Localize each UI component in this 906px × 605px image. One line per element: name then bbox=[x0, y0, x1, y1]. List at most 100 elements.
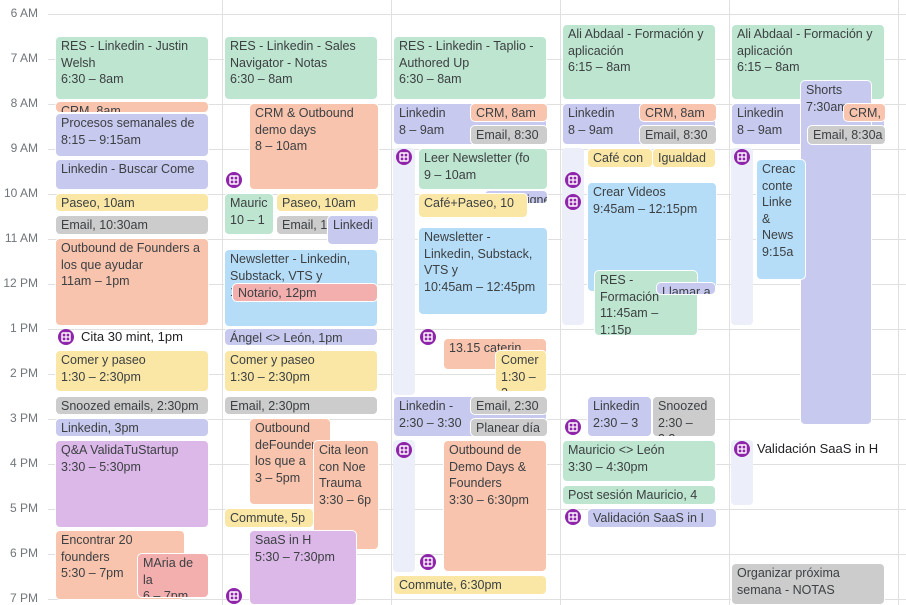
event[interactable]: Igualdad bbox=[652, 148, 716, 168]
event-title: Planear día bbox=[476, 421, 540, 435]
sep: , bbox=[683, 488, 691, 502]
event[interactable]: Q&A ValidaTuStartup 3:30 – 5:30pm bbox=[55, 440, 209, 528]
event-time: 2:30 – 3:30 bbox=[399, 415, 462, 430]
event[interactable]: RES - Linkedin - Sales Navigator - Notas… bbox=[224, 36, 378, 100]
event-time: 3:30 – 4:30pm bbox=[568, 459, 648, 474]
event[interactable]: Newsletter - Linkedin, Substack, VTS y 10… bbox=[418, 227, 548, 315]
icon bbox=[226, 172, 242, 188]
event[interactable]: Outbound de Founders a los que ayudar 11a… bbox=[55, 238, 209, 326]
event[interactable]: Planear día bbox=[470, 418, 548, 437]
event-title: Email bbox=[645, 128, 677, 142]
event[interactable]: Leer Newsletter (fo 9 – 10am bbox=[418, 148, 548, 190]
event[interactable]: Validación SaaS in I bbox=[587, 508, 717, 528]
task[interactable]: Cita 30 mint, 1pm bbox=[55, 328, 215, 346]
task[interactable]: Validación SaaS in H bbox=[731, 440, 891, 458]
task-title: Cita 30 mint bbox=[81, 329, 151, 344]
event[interactable]: Creac conte Linke & News 9:15a bbox=[756, 159, 806, 280]
event[interactable]: Llamar a bbox=[656, 282, 716, 295]
event-time: 10 bbox=[500, 196, 515, 210]
sep: , bbox=[311, 331, 319, 345]
event[interactable]: CRM & Outbound demo days 8 – 10am bbox=[249, 103, 379, 190]
event[interactable]: Linkedin - Buscar Come bbox=[55, 159, 209, 190]
event[interactable]: Ali Abdaal - Formación y aplicación 6:15 … bbox=[562, 24, 716, 100]
event[interactable]: CRM, 8am bbox=[470, 103, 548, 122]
time-label: 10 AM bbox=[3, 186, 38, 200]
event-time: 9:15a bbox=[762, 244, 794, 259]
icon bbox=[565, 172, 581, 188]
event-title: Creac conte Linke & News bbox=[762, 162, 796, 242]
event-title: Ángel <> León bbox=[230, 331, 312, 345]
event-title: Email bbox=[476, 128, 508, 142]
event[interactable]: Paseo, 10am bbox=[276, 193, 379, 212]
event-time: 1:30 – 2:30pm bbox=[61, 369, 141, 384]
sep: , bbox=[92, 218, 100, 232]
event[interactable]: Email, 8:30a bbox=[807, 125, 886, 145]
event[interactable]: Mauric 10 – 1 bbox=[224, 193, 274, 235]
event[interactable]: Mauricio <> León 3:30 – 4:30pm bbox=[562, 440, 716, 482]
event[interactable]: Email, 1 bbox=[276, 215, 336, 235]
sep: , bbox=[453, 578, 461, 592]
task-icon bbox=[420, 554, 436, 570]
event[interactable]: Email, 2:30pm bbox=[224, 396, 378, 415]
event[interactable]: Notario, 12pm bbox=[232, 283, 378, 302]
event[interactable]: Comer y paseo 1:30 – 2:30pm bbox=[55, 350, 209, 392]
task-bar bbox=[393, 440, 415, 572]
event-title: Outbound de Demo Days & Founders bbox=[449, 443, 527, 490]
event[interactable]: Email, 8:30 bbox=[639, 125, 717, 145]
event[interactable]: Comer 1:30 – 2 bbox=[495, 350, 547, 392]
event-title: Encontrar 20 founders bbox=[61, 533, 133, 564]
event[interactable]: Snoozed emails, 2:30pm bbox=[55, 396, 209, 415]
task-icon bbox=[734, 441, 750, 457]
event[interactable]: SaaS in H 5:30 – 7:30pm bbox=[249, 530, 357, 605]
event[interactable]: RES - Formación 11:45am – 1:15p bbox=[594, 270, 698, 336]
event[interactable]: Snoozed 2:30 – 3:3 bbox=[652, 396, 716, 437]
task-bar bbox=[731, 148, 753, 325]
sep: , bbox=[673, 106, 681, 120]
event[interactable]: Café con bbox=[587, 148, 653, 168]
event[interactable]: CRM, bbox=[843, 103, 886, 122]
event[interactable]: Outbound deFounders los que a 3 – 5pm bbox=[249, 418, 331, 505]
event-time: 6:15 – 8am bbox=[737, 60, 800, 74]
event[interactable]: CRM, 8am bbox=[639, 103, 717, 122]
event-time: 8:30 bbox=[683, 128, 708, 142]
event-title: Snoozed emails bbox=[61, 399, 150, 413]
event-time: 5:30 – 7:30pm bbox=[255, 549, 335, 564]
event-time: 2:30 – 3 bbox=[593, 415, 639, 430]
event[interactable]: Ángel <> León, 1pm bbox=[224, 328, 378, 346]
event[interactable]: Post sesión Mauricio, 4 bbox=[562, 485, 716, 505]
event[interactable]: Email, 10:30am bbox=[55, 215, 209, 235]
event[interactable]: Linkedi bbox=[327, 215, 379, 245]
event-time: 9:45am – 12:15pm bbox=[593, 201, 698, 216]
task-icon bbox=[565, 172, 581, 188]
event-time: 8 – 9am bbox=[737, 122, 783, 137]
event-time: 10:30am bbox=[99, 218, 148, 232]
event[interactable]: Commute, 6:30pm bbox=[393, 575, 547, 595]
event[interactable]: MAria de la 6 – 7pm bbox=[137, 553, 209, 598]
event[interactable]: Email, 2:30 bbox=[470, 396, 548, 415]
event-title: RES - Formación bbox=[600, 273, 660, 304]
event[interactable]: Paseo, 10am bbox=[55, 193, 209, 212]
task-icon bbox=[58, 329, 74, 345]
event-time: 3 – 5pm bbox=[255, 470, 301, 485]
event-title: Outbound de Founders a los que ayudar bbox=[61, 241, 200, 272]
icon bbox=[565, 194, 581, 210]
sep: , bbox=[150, 329, 158, 344]
event[interactable]: Comer y paseo 1:30 – 2:30pm bbox=[224, 350, 378, 392]
event[interactable]: RES - Linkedin - Justin Welsh 6:30 – 8am bbox=[55, 36, 209, 100]
event[interactable]: Procesos semanales de 8:15 – 9:15am bbox=[55, 113, 209, 157]
event[interactable]: Commute, 5p bbox=[224, 508, 314, 528]
sep: , bbox=[507, 399, 515, 413]
event[interactable]: Outbound de Demo Days & Founders 3:30 – 6… bbox=[443, 440, 547, 572]
event[interactable]: Café+Paseo, 10 bbox=[418, 193, 528, 218]
event[interactable]: RES - Linkedin - Taplio - Authored Up 6:3… bbox=[393, 36, 547, 100]
time-label: 4 PM bbox=[9, 456, 38, 470]
event-time: 6:30 – 8am bbox=[230, 72, 293, 86]
event[interactable]: Organizar próxima semana - NOTAS bbox=[731, 563, 885, 605]
time-label: 6 AM bbox=[10, 6, 38, 20]
event[interactable]: CRM, 8am bbox=[55, 101, 209, 113]
event-title: Linkedin bbox=[568, 106, 615, 120]
event[interactable]: Email, 8:30 bbox=[470, 125, 548, 145]
event[interactable]: Linkedin 2:30 – 3 bbox=[587, 396, 652, 437]
event-time: 8 – 9am bbox=[568, 122, 614, 137]
event[interactable]: Linkedin, 3pm bbox=[55, 418, 209, 437]
